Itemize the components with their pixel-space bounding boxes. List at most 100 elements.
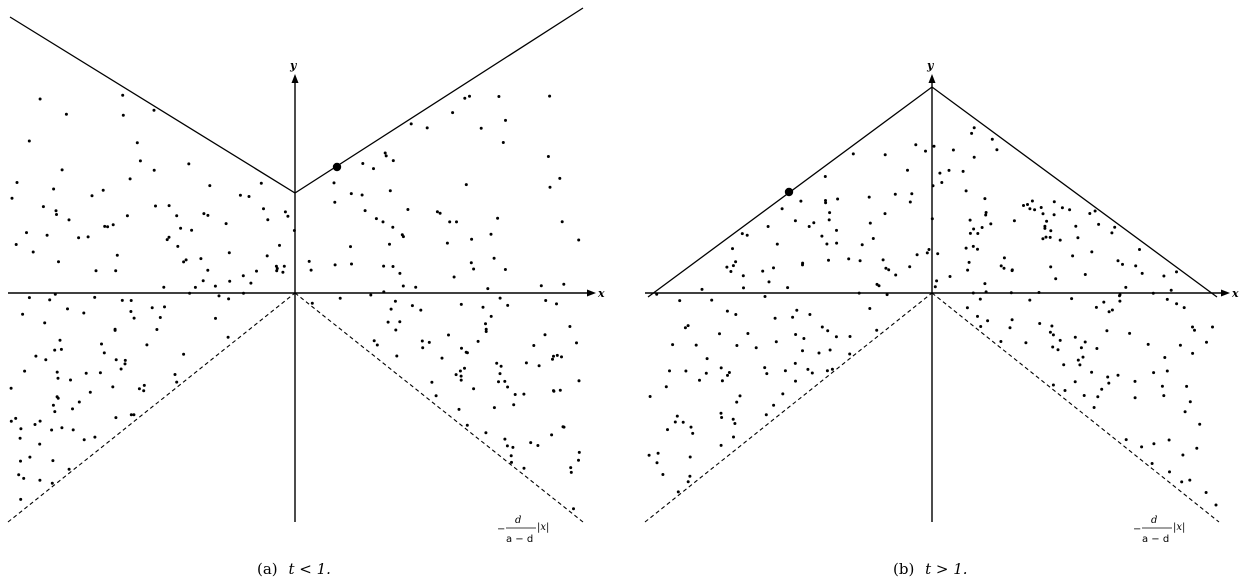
panel-a-scatter-dot xyxy=(44,358,48,362)
panel-a-scatter-dot xyxy=(282,264,286,268)
panel-b-scatter-dot xyxy=(1090,250,1094,254)
panel-a-scatter-dot xyxy=(93,435,97,439)
y-axis-label-a: y xyxy=(289,59,298,72)
panel-a-scatter-dot xyxy=(15,181,19,184)
panel-b-scatter-dot xyxy=(1022,204,1025,207)
panel-a-scatter-dot xyxy=(401,284,405,288)
panel-b-scatter-dot xyxy=(1043,226,1047,230)
panel-a-scatter-dot xyxy=(504,118,507,122)
lower-boundary-right-b xyxy=(931,292,1220,523)
panel-b-scatter-dot xyxy=(1152,371,1156,375)
panel-b-scatter-dot xyxy=(851,152,855,156)
panel-b-scatter-dot xyxy=(1010,268,1014,272)
x-axis-label-a: x xyxy=(597,287,605,300)
highlighted-point-a xyxy=(332,162,342,172)
panel-a-scatter-dot xyxy=(577,458,580,462)
panel-a-scatter-dot xyxy=(522,466,526,470)
panel-a-scatter-dot xyxy=(472,267,476,271)
panel-a-scatter-dot xyxy=(163,305,166,309)
panel-a-scatter-dot xyxy=(14,416,18,420)
panel-a-scatter-dot xyxy=(69,378,72,382)
panel-b-scatter-dot xyxy=(1094,305,1098,309)
panel-a-scatter-dot xyxy=(575,341,578,345)
panel-a-scatter-dot xyxy=(9,419,13,423)
panel-a-scatter-dot xyxy=(492,406,496,410)
panel-b-scatter-dot xyxy=(656,451,660,455)
panel-b-scatter-dot xyxy=(791,315,795,319)
panel-a-scatter-dot xyxy=(255,269,258,273)
panel-b-scatter-dot xyxy=(983,197,987,201)
panel-a-scatter-dot xyxy=(38,419,42,423)
panel-b-scatter-dot xyxy=(1090,370,1094,374)
panel-a-scatter-dot xyxy=(286,214,290,218)
panel-a-scatter-dot xyxy=(391,225,395,229)
panel-b-scatter-dot xyxy=(980,226,984,229)
panel-b-scatter-dot xyxy=(735,344,739,347)
panel-b-scatter-dot xyxy=(725,309,729,313)
panel-a-scatter-dot xyxy=(165,238,169,242)
panel-b-scatter-dot xyxy=(1152,442,1156,446)
panel-b: x y − d a − d |x| (b) t > 1. xyxy=(644,59,1239,578)
panel-a-scatter-dot xyxy=(129,310,133,313)
panel-a-scatter-dot xyxy=(228,279,232,283)
panel-a-scatter-dot xyxy=(214,316,217,320)
panel-b-scatter-dot xyxy=(1093,209,1097,213)
panel-b-scatter-dot xyxy=(1175,270,1178,274)
panel-a-scatter-dot xyxy=(510,460,513,464)
panel-a-scatter-dot xyxy=(22,476,26,480)
panel-b-scatter-dot xyxy=(961,169,965,173)
panel-b-scatter-dot xyxy=(999,340,1003,343)
panel-b-scatter-dot xyxy=(967,260,971,264)
panel-b-scatter-dot xyxy=(1068,208,1072,212)
panel-a-scatter-dot xyxy=(167,204,171,208)
panel-a-scatter-dot xyxy=(111,385,115,389)
panel-b-scatter-dot xyxy=(802,337,806,340)
panel-a-scatter-dot xyxy=(184,258,188,262)
panel-a-scatter-dot xyxy=(333,200,337,204)
panel-b-scatter-dot xyxy=(1083,340,1087,344)
panel-b-scatter-dot xyxy=(794,333,798,336)
panel-a-scatter-dot xyxy=(409,122,413,126)
panel-b-scatter-dot xyxy=(767,280,771,284)
panel-a-scatter-dot xyxy=(468,94,471,98)
panel-a-scatter-dot xyxy=(550,433,554,437)
panel-b-scatter-dot xyxy=(686,480,690,484)
panel-b-scatter-dot xyxy=(1185,384,1189,388)
panel-b-scatter-dot xyxy=(1133,379,1137,383)
boundary-label-minus-a: − xyxy=(497,524,505,535)
panel-a-scatter-dot xyxy=(398,271,402,275)
panel-a-scatter-dot xyxy=(476,339,480,343)
panel-a-scatter-dot xyxy=(505,444,509,448)
panel-a-scatter-dot xyxy=(349,245,352,249)
panel-b-scatter-dot xyxy=(1049,229,1053,233)
panel-b-scatter-dot xyxy=(951,148,955,152)
panel-a-scatter-dot xyxy=(372,339,376,343)
panel-b-scatter-dot xyxy=(936,252,940,256)
panel-b-scatter-dot xyxy=(1211,325,1214,329)
panel-b-scatter-dot xyxy=(720,416,724,419)
panel-b-scatter-dot xyxy=(858,259,862,263)
panel-a-scatter-dot xyxy=(539,284,543,288)
panel-a-scatter-dot xyxy=(52,187,56,191)
panel-a-scatter-dot xyxy=(119,367,123,371)
panel-a-scatter-dot xyxy=(484,322,487,326)
lower-boundary-left-a xyxy=(7,292,296,523)
panel-b-scatter-dot xyxy=(1195,446,1199,450)
panel-a-scatter-dot xyxy=(100,342,103,346)
panel-a-scatter-dot xyxy=(226,335,230,339)
y-axis-label-b: y xyxy=(926,59,935,72)
boundary-label-numerator-a: d xyxy=(515,515,521,526)
panel-b-scatter-dot xyxy=(1188,478,1192,482)
panel-b-scatter-dot xyxy=(887,268,891,272)
panel-a-scatter-dot xyxy=(50,481,54,485)
panel-b-scatter-dot xyxy=(719,443,723,447)
panel-b-scatter-dot xyxy=(1012,219,1016,223)
panel-b-scatter-dot xyxy=(1205,340,1208,344)
panel-a-scatter-dot xyxy=(150,306,154,310)
panel-a-scatter-dot xyxy=(529,441,533,445)
panel-b-scatter-dot xyxy=(836,197,840,201)
panel-a-scatter-dot xyxy=(360,193,364,197)
panel-b-scatter-dot xyxy=(848,352,852,356)
panel-b-scatter-dot xyxy=(683,326,687,330)
panel-a-scatter-dot xyxy=(45,233,49,237)
